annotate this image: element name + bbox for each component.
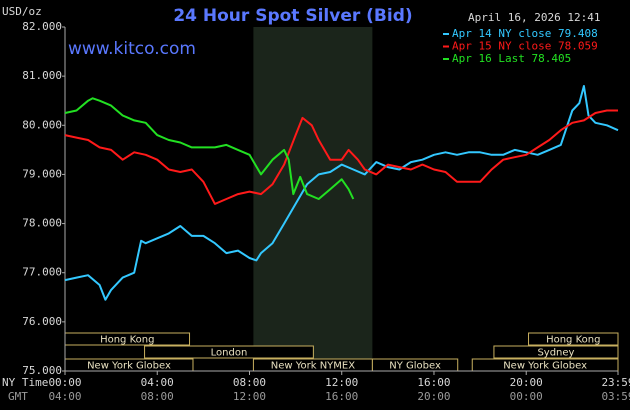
session-label: Sydney — [537, 348, 574, 359]
x2-tick-label: 04:00 — [48, 390, 81, 403]
session-bar — [144, 345, 314, 359]
series-line — [64, 109, 618, 205]
chart-title: 24 Hour Spot Silver (Bid) — [173, 6, 412, 26]
session-label: Hong Kong — [100, 335, 154, 346]
session-label: New York Globex — [87, 361, 171, 372]
shaded-region — [253, 27, 373, 371]
y-tick-label: 78.000 — [22, 217, 62, 230]
x-tick-label: 16:00 — [417, 376, 450, 389]
y-tick-label: 82.000 — [22, 20, 62, 33]
x-tick-label: 08:00 — [233, 376, 266, 389]
y-tick-label: 75.000 — [22, 364, 62, 377]
y-tick-label: 80.000 — [22, 118, 62, 131]
watermark: www.kitco.com — [68, 39, 196, 59]
x-tick-label: 23:59 — [601, 376, 630, 389]
x2-axis-label: GMT — [8, 390, 28, 403]
x-tick-label: 12:00 — [325, 376, 358, 389]
session-label: Hong Kong — [546, 335, 600, 346]
x-tick-label: 04:00 — [141, 376, 174, 389]
y-tick-label: 79.000 — [22, 167, 62, 180]
legend-label: Apr 16 Last 78.405 — [452, 52, 571, 65]
x-tick-label: 00:00 — [48, 376, 81, 389]
x2-tick-label: 03:59 — [601, 390, 630, 403]
legend-label: Apr 15 NY close 78.059 — [452, 40, 598, 53]
x-axis-label: NY Time — [2, 376, 48, 389]
x-tick-label: 20:00 — [510, 376, 543, 389]
series-line — [64, 97, 355, 200]
y-axis-label: USD/oz — [2, 5, 42, 18]
session-bar — [528, 332, 619, 346]
legend-label: Apr 14 NY close 79.408 — [452, 27, 598, 40]
date: April 16, 2026 12:41 — [468, 11, 600, 24]
session-label: New York NYMEX — [271, 361, 356, 372]
x2-tick-label: 08:00 — [141, 390, 174, 403]
session-label: NY Globex — [389, 361, 441, 372]
x2-tick-label: 16:00 — [325, 390, 358, 403]
session-bar — [493, 345, 619, 359]
x2-tick-label: 20:00 — [417, 390, 450, 403]
session-label: London — [211, 348, 248, 359]
y-tick-label: 81.000 — [22, 69, 62, 82]
series-line — [64, 85, 619, 301]
x2-tick-label: 12:00 — [233, 390, 266, 403]
session-label: New York Globex — [503, 361, 587, 372]
y-tick-label: 76.000 — [22, 315, 62, 328]
y-tick-label: 77.000 — [22, 266, 62, 279]
x2-tick-label: 00:00 — [510, 390, 543, 403]
